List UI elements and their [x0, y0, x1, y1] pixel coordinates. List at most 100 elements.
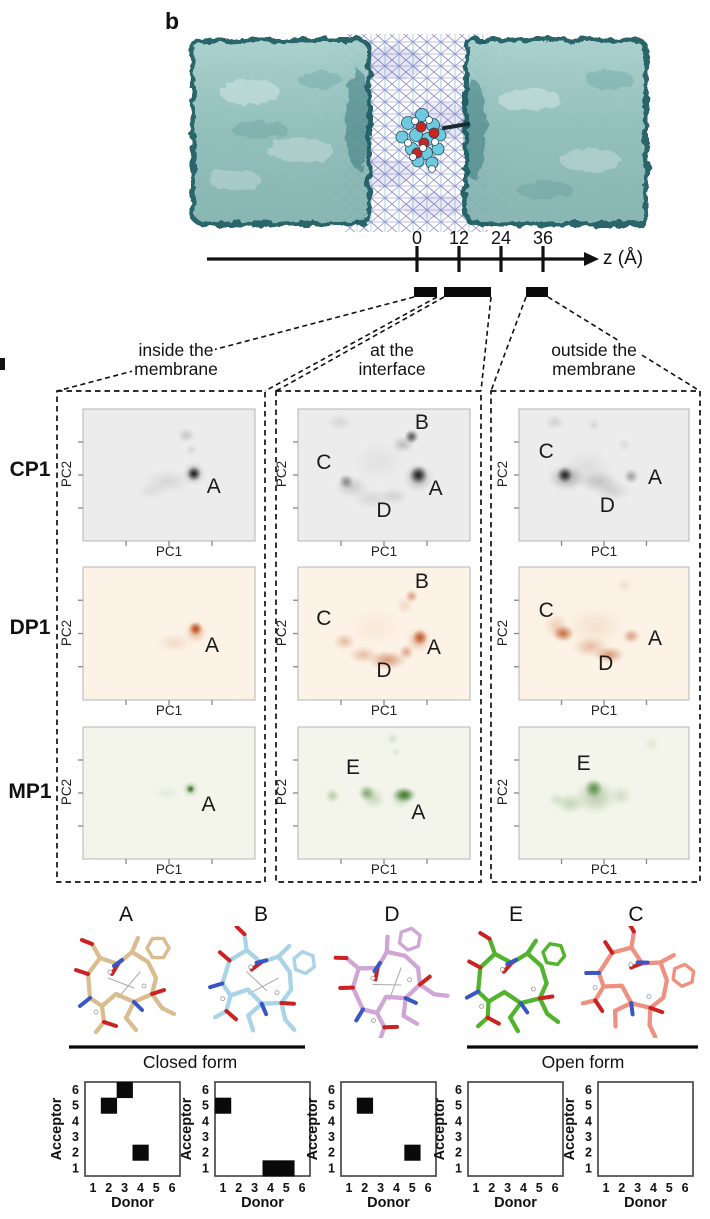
plot-annotation-D: D — [376, 659, 392, 683]
plot-annotation-A: A — [647, 465, 662, 489]
density-cluster — [395, 596, 414, 615]
density-cluster — [403, 462, 434, 493]
plot-annotation-C: C — [538, 439, 554, 463]
pca-plot-MP1-2 — [514, 726, 690, 864]
donor-tick: 3 — [634, 1181, 641, 1195]
y-axis-label-pc2: PC2 — [274, 460, 289, 488]
hbond-cell-4-2 — [132, 1144, 149, 1161]
y-axis-label-pc2: PC2 — [495, 460, 510, 488]
hbond-cell-2-5 — [100, 1097, 118, 1114]
plot-annotation-A: A — [428, 476, 443, 500]
donor-tick: 6 — [169, 1181, 176, 1195]
hbond-cell-3-6 — [116, 1082, 133, 1099]
donor-tick: 2 — [361, 1181, 368, 1195]
pca-plot-DP1-1 — [293, 566, 471, 705]
donor-tick: 2 — [235, 1181, 242, 1195]
hbond-map-frame — [597, 1081, 694, 1177]
density-cluster — [592, 645, 626, 664]
cropped-edge-mark — [0, 358, 5, 370]
plot-annotation-A: A — [206, 475, 221, 499]
pca-plot-MP1-0 — [78, 726, 256, 864]
plot-annotation-A: A — [201, 793, 216, 817]
density-cluster — [389, 784, 414, 809]
pca-plot-CP1-0 — [78, 408, 256, 546]
plot-annotation-E: E — [576, 752, 591, 776]
density-cluster — [324, 787, 341, 804]
acceptor-axis-label: Acceptor — [307, 1097, 321, 1160]
plot-annotation-A: A — [204, 633, 219, 657]
z-axis-arrowhead — [584, 252, 599, 266]
y-axis-label-pc2: PC2 — [59, 619, 74, 646]
donor-axis-label: Donor — [111, 1195, 154, 1210]
donor-tick: 5 — [153, 1181, 160, 1195]
density-cluster — [176, 427, 196, 444]
density-cluster — [623, 468, 640, 485]
density-cluster — [386, 732, 400, 746]
density-cluster — [548, 791, 565, 808]
donor-tick: 1 — [472, 1181, 479, 1195]
z-tick-12: 12 — [448, 228, 470, 248]
y-axis-label-pc2: PC2 — [274, 778, 289, 806]
z-tick-0: 0 — [411, 228, 422, 248]
donor-axis-label: Donor — [624, 1195, 667, 1210]
plot-annotation-A: A — [647, 627, 662, 651]
acceptor-axis-label: Acceptor — [564, 1097, 578, 1160]
z-tick-36: 36 — [532, 228, 554, 248]
x-axis-label-pc1: PC1 — [590, 544, 618, 559]
structure-label-A: A — [118, 903, 133, 926]
acceptor-tick: 6 — [455, 1083, 462, 1097]
density-cluster — [544, 414, 566, 431]
column-header-at-interface: at the interface — [356, 340, 428, 379]
hbond-cell-5-1 — [278, 1160, 295, 1177]
donor-tick: 4 — [393, 1181, 400, 1195]
acceptor-tick: 6 — [585, 1083, 592, 1097]
plot-annotation-C: C — [316, 607, 332, 631]
density-cluster — [367, 650, 408, 671]
acceptor-tick: 2 — [585, 1146, 592, 1160]
structure-B-closed — [208, 926, 317, 1033]
donor-tick: 1 — [602, 1181, 609, 1195]
density-cluster — [617, 437, 632, 452]
donor-tick: 5 — [283, 1181, 290, 1195]
density-cluster — [153, 786, 182, 800]
x-axis-label-pc1: PC1 — [155, 703, 183, 718]
density-cluster — [398, 644, 415, 661]
plot-annotation-D: D — [598, 652, 614, 676]
plot-annotation-C: C — [316, 451, 332, 475]
x-axis-label-pc1: PC1 — [370, 862, 398, 877]
donor-tick: 3 — [377, 1181, 384, 1195]
x-axis-label-pc1: PC1 — [155, 862, 183, 877]
donor-tick: 2 — [105, 1181, 112, 1195]
density-cluster — [615, 576, 634, 595]
solute-molecule — [395, 108, 470, 173]
structure-A-closed — [74, 935, 177, 1035]
acceptor-tick: 2 — [328, 1146, 335, 1160]
donor-tick: 3 — [121, 1181, 128, 1195]
acceptor-tick: 3 — [585, 1130, 592, 1144]
x-axis-label-pc1: PC1 — [590, 862, 618, 877]
structure-C-open — [580, 926, 696, 1038]
density-cluster — [559, 448, 615, 489]
acceptor-tick: 5 — [72, 1099, 79, 1113]
acceptor-tick: 1 — [455, 1161, 462, 1175]
row-label-mp1: MP1 — [8, 780, 52, 803]
plot-annotation-E: E — [346, 756, 361, 780]
donor-tick: 6 — [552, 1181, 559, 1195]
donor-tick: 4 — [267, 1181, 274, 1195]
density-cluster — [564, 604, 627, 649]
plot-annotation-A: A — [411, 801, 426, 825]
acceptor-tick: 4 — [72, 1114, 79, 1128]
column-header-inside-membrane: inside the membrane — [132, 340, 220, 379]
density-cluster — [586, 417, 601, 432]
acceptor-tick: 1 — [585, 1161, 592, 1175]
acceptor-axis-label: Acceptor — [181, 1097, 195, 1160]
x-axis-label-pc1: PC1 — [590, 703, 618, 718]
plot-annotation-A: A — [426, 636, 441, 660]
region-dashed-boxes — [56, 390, 701, 883]
closed-form-label: Closed form — [142, 1052, 238, 1072]
donor-tick: 5 — [666, 1181, 673, 1195]
hbond-map-frame — [467, 1081, 564, 1177]
acceptor-tick: 1 — [202, 1161, 209, 1175]
acceptor-tick: 2 — [202, 1146, 209, 1160]
